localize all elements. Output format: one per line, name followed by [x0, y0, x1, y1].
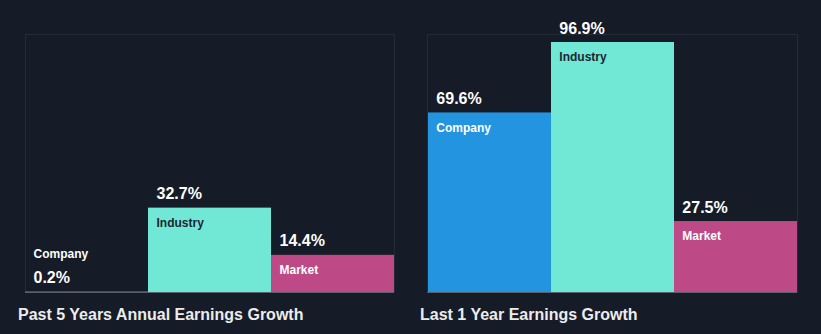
html-text:Past 5 Years Annual Earnings G: Past 5 Years Annual Earnings Growth: [18, 306, 304, 323]
svg-text:Market: Market: [280, 263, 319, 277]
svg-text:Industry: Industry: [559, 50, 607, 64]
svg-text:32.7%: 32.7%: [157, 185, 202, 202]
svg-text:Market: Market: [682, 229, 721, 243]
svg-text:14.4%: 14.4%: [280, 232, 325, 249]
svg-text:0.2%: 0.2%: [34, 269, 70, 286]
svg-text:Company: Company: [436, 121, 491, 135]
svg-text:96.9%: 96.9%: [559, 20, 604, 37]
html-text:Last 1 Year Earnings Growth: Last 1 Year Earnings Growth: [420, 306, 638, 323]
svg-text:Company: Company: [34, 247, 89, 261]
svg-text:69.6%: 69.6%: [436, 90, 481, 107]
svg-text:27.5%: 27.5%: [682, 199, 727, 216]
svg-text:Industry: Industry: [157, 216, 205, 230]
